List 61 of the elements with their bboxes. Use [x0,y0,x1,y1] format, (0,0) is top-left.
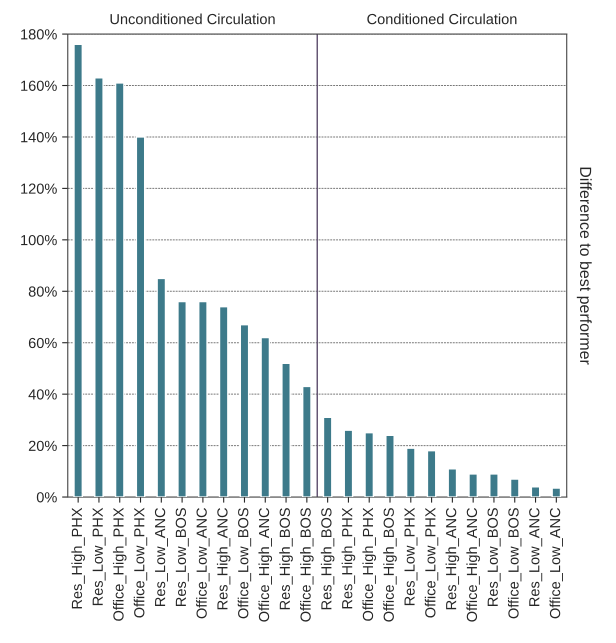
x-tick-label: Office_High_BOS [383,508,397,622]
x-tick-label: Office_Low_PHX [424,508,438,618]
x-tick-label: Office_High_ANC [466,508,480,622]
bar [94,77,104,498]
y-tick-label: 0% [36,492,57,502]
x-tick-label: Res_Low_ANC [154,508,168,606]
bar [218,306,229,498]
y-tick-label: 20% [28,440,57,452]
text: Conditioned Circulation [367,14,516,24]
bar [240,324,250,498]
y-tick-label: 100% [21,234,57,246]
x-tick-label: Res_Low_PHX [404,508,418,606]
bar [448,468,458,498]
y-tick-label: 80% [28,286,57,297]
bar [260,336,270,498]
y-tick-label: 180% [21,29,57,40]
bar [136,136,146,498]
x-tick-label: Res_High_ANC [446,508,460,610]
x-tick-label: Office_High_ANC [258,508,272,622]
x-tick-label: Office_High_BOS [300,508,314,622]
bar [198,300,208,498]
x-tick-label: Office_Low_ANC [196,508,210,618]
x-tick-label: Office_High_PHX [362,508,376,621]
bar [114,82,125,498]
y-tick-label: 60% [28,338,57,348]
x-tick-label: Res_Low_PHX [92,508,106,606]
x-tick-label: Office_Low_BOS [238,508,252,618]
bar [302,386,312,498]
x-tick-label: Res_High_ANC [216,508,230,610]
bar [281,362,291,498]
bar [156,278,166,498]
x-tick-label: Office_Low_ANC [550,508,563,618]
x-tick-label: Res_High_PHX [342,508,356,608]
x-tick-label: Res_High_BOS [320,508,334,610]
bar [530,486,540,498]
bar [344,429,354,498]
x-tick-label: Res_High_PHX [71,508,85,608]
y-tick-label: 120% [21,184,57,194]
bar [385,434,395,498]
x-tick-label: Office_Low_BOS [508,508,522,618]
x-tick-label: Office_High_PHX [112,508,127,621]
y-tick-label: 160% [21,80,57,91]
x-tick-label: Res_Low_BOS [176,508,189,606]
text: Unconditioned Circulation [110,14,275,24]
bar [489,473,499,498]
bar [510,478,520,498]
bar [551,487,562,498]
x-tick-label: Res_Low_ANC [529,508,542,606]
x-tick-label: Res_Low_BOS [488,508,501,606]
bar [177,300,187,498]
y-axis-title: Difference to best performer [576,168,592,365]
x-tick-label: Res_High_BOS [279,508,293,610]
bar [364,432,374,498]
bar [322,416,332,498]
bar [73,44,84,498]
y-tick-label: 40% [28,389,57,400]
x-tick-label: Office_Low_PHX [134,508,148,618]
bar [406,447,416,498]
y-tick-label: 140% [21,132,57,142]
bar [426,450,436,498]
bar [468,473,478,498]
